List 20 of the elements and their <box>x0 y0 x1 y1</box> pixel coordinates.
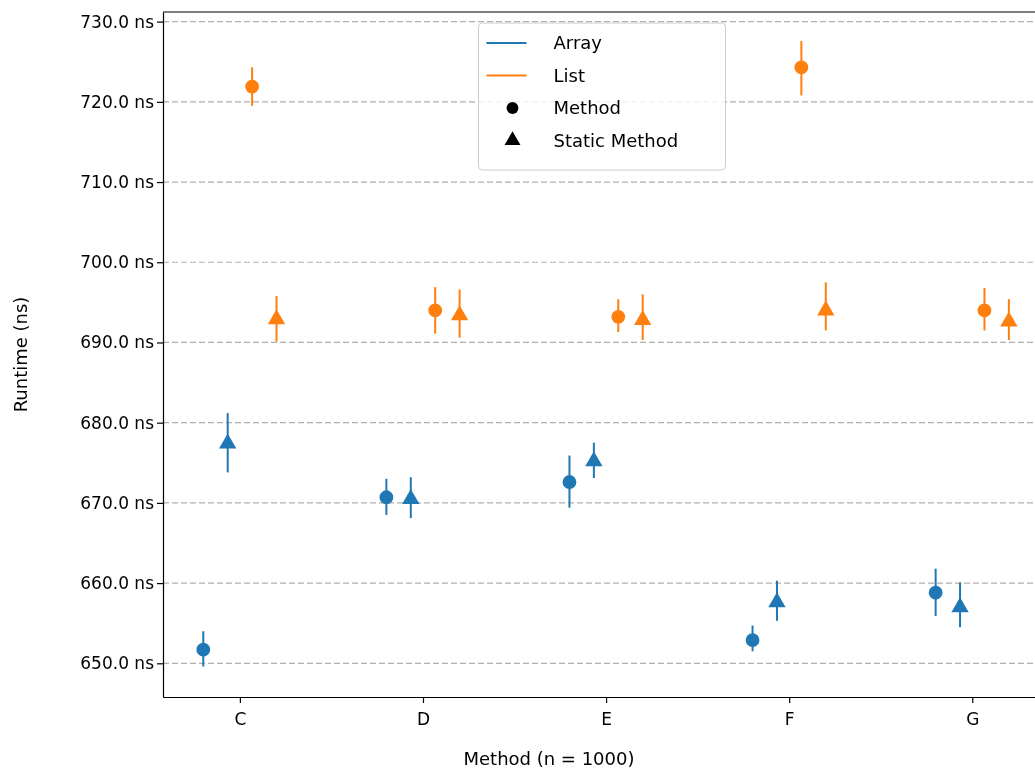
y-tick-label: 660.0 ns <box>80 573 155 594</box>
y-tick-label: 650.0 ns <box>80 653 155 674</box>
y-tick-label: 670.0 ns <box>80 492 155 513</box>
annotation: Static Method <box>553 129 679 151</box>
x-tick-label: D <box>416 708 431 729</box>
y-tick-label: 710.0 ns <box>80 171 155 192</box>
y-tick-label: 700.0 ns <box>80 252 155 273</box>
legend-label: List <box>553 64 585 86</box>
x-tick-label: G <box>966 708 980 729</box>
y-axis-title: Runtime (ns) <box>10 296 31 413</box>
x-tick-label: F <box>784 708 795 729</box>
annotation: Method <box>553 97 622 118</box>
x-tick-label: E <box>601 708 612 729</box>
y-tick-label: 680.0 ns <box>80 412 155 433</box>
y-tick-label: 690.0 ns <box>80 332 155 353</box>
legend-label: Array <box>553 32 603 53</box>
x-axis-title: Method (n = 1000) <box>463 748 635 769</box>
y-tick-label: 730.0 ns <box>80 11 155 32</box>
y-tick-label: 720.0 ns <box>80 91 155 112</box>
x-tick-label: C <box>234 708 247 729</box>
